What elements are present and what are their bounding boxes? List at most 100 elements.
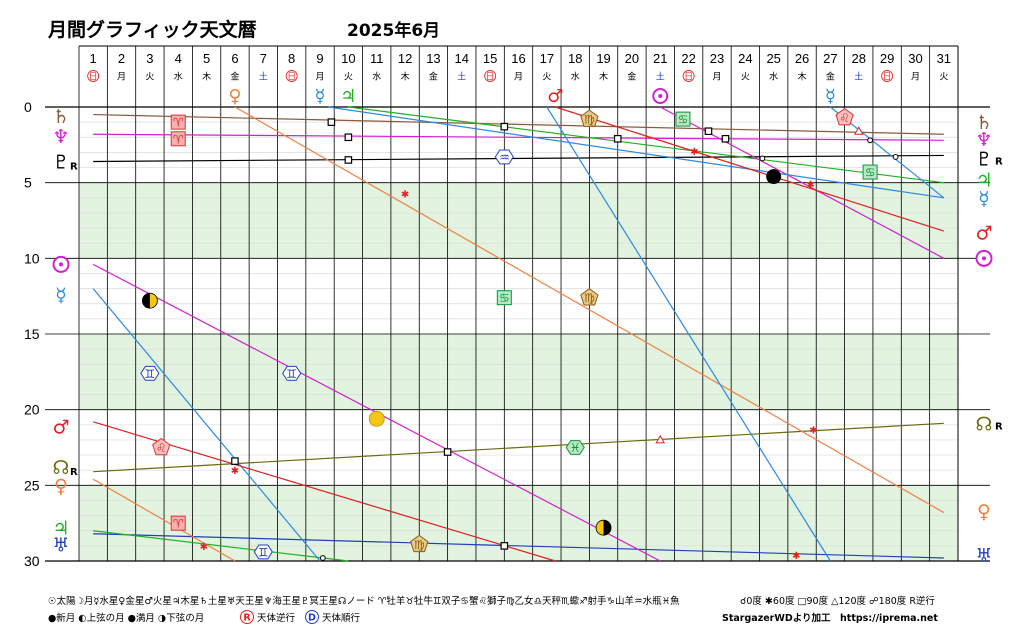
ingress-glyph-icon: ♀ bbox=[228, 86, 241, 107]
ingress-markers: ♀ ☿ ♃ ♂ ☿ bbox=[228, 86, 836, 107]
ingress-glyph-icon: ♃ bbox=[340, 86, 356, 107]
sign-marker-bg bbox=[565, 440, 585, 455]
weekday-label: 月 bbox=[316, 72, 325, 83]
day-number: 5 bbox=[203, 51, 210, 66]
day-number: 12 bbox=[398, 51, 412, 66]
weekday-label: 水 bbox=[174, 71, 183, 83]
planet-glyph-icon: ♄ bbox=[52, 106, 69, 128]
day-number: 28 bbox=[852, 51, 866, 66]
y-tick-label: 25 bbox=[24, 477, 40, 493]
day-number: 30 bbox=[908, 51, 922, 66]
aspect-opposition-icon bbox=[867, 137, 873, 144]
planet-glyph-icon: ♄ bbox=[975, 112, 992, 134]
planet-line-木星 bbox=[348, 106, 944, 184]
y-tick-label: 15 bbox=[24, 326, 40, 342]
day-number: 7 bbox=[260, 51, 267, 66]
day-number: 13 bbox=[426, 51, 440, 66]
day-header: 1 日 2 月 3 火 4 水 5 木 6 金 7 土 8 日 9 月 10 火 11 水 12 木 13 金 14 土 15 日 16 月 1… bbox=[87, 51, 951, 83]
day-number: 24 bbox=[738, 51, 752, 66]
shaded-band bbox=[79, 182, 958, 259]
planet-glyph-icon: ♂ bbox=[52, 416, 69, 438]
aspect-sextile-icon: ✱ bbox=[231, 466, 239, 477]
sign-marker-bg bbox=[580, 109, 599, 127]
sign-marker-bg bbox=[170, 515, 186, 531]
ingress-glyph-icon: ♂ bbox=[547, 86, 563, 107]
day-number: 21 bbox=[653, 51, 667, 66]
weekday-label: 土 bbox=[259, 71, 268, 83]
weekday-label: 水 bbox=[571, 71, 580, 83]
day-number: 23 bbox=[710, 51, 724, 66]
sign-glyph-icon: ♍ bbox=[414, 538, 425, 552]
sign-glyph-icon: ♌ bbox=[839, 111, 850, 125]
aspect-square-icon bbox=[500, 542, 509, 550]
grid-lines bbox=[45, 45, 990, 562]
planet-glyph-icon: ♃ bbox=[52, 518, 69, 540]
aspect-square-icon bbox=[721, 134, 730, 143]
aspect-sextile-icon: ✱ bbox=[792, 551, 800, 562]
aspect-opposition-icon bbox=[892, 154, 899, 160]
sign-marker-bg bbox=[675, 111, 691, 127]
day-number: 1 bbox=[90, 51, 97, 66]
planet-glyph-icon: ☿ bbox=[55, 285, 67, 307]
aspect-square-icon bbox=[344, 133, 353, 142]
legend-retro: 天体逆行 bbox=[257, 612, 296, 624]
retro-marker: R bbox=[995, 421, 1003, 432]
weekday-label: 金 bbox=[230, 71, 239, 83]
planet-glyph-icon: ♅ bbox=[975, 545, 992, 567]
day-number: 4 bbox=[175, 51, 182, 66]
sign-marker-bg bbox=[835, 107, 854, 126]
weekday-label: 日 bbox=[684, 72, 693, 83]
aspect-square-icon bbox=[443, 448, 452, 456]
planet-line-海王星 bbox=[93, 133, 944, 141]
sign-glyph-icon: ♋ bbox=[678, 113, 689, 127]
sign-glyph-icon: ♊ bbox=[286, 367, 297, 381]
day-number: 16 bbox=[511, 51, 525, 66]
aspect-sextile-icon: ✱ bbox=[806, 180, 814, 191]
chart-title: 月間グラフィック天文暦 bbox=[47, 18, 257, 41]
retro-marker: R bbox=[70, 467, 78, 478]
day-number: 18 bbox=[568, 51, 582, 66]
sign-marker-bg bbox=[253, 544, 273, 560]
aspect-square-icon bbox=[344, 156, 353, 164]
day-number: 6 bbox=[231, 51, 238, 66]
planet-line-金星 bbox=[92, 478, 236, 562]
weekday-label: 日 bbox=[883, 72, 892, 83]
weekday-label: 金 bbox=[429, 71, 438, 83]
day-number: 19 bbox=[596, 51, 610, 66]
weekday-label: 火 bbox=[542, 72, 551, 83]
aspect-sextile-icon: ✱ bbox=[690, 147, 698, 158]
sign-marker-bg bbox=[152, 437, 171, 456]
sign-marker-bg bbox=[170, 114, 186, 130]
right-planet-labels: ♄♆♇ R♃☿♂☊ R♀♅ bbox=[975, 112, 1003, 567]
planet-glyph-icon: ☊ bbox=[976, 413, 993, 435]
left-planet-labels: ♄♆♇ R☿♂☊ R♀♃♅ bbox=[52, 106, 78, 556]
sign-glyph-icon: ♈ bbox=[173, 116, 184, 130]
planet-line-水星 bbox=[92, 288, 321, 562]
planet-glyph-icon: ♆ bbox=[52, 126, 69, 148]
sign-glyph-icon: ♍ bbox=[584, 291, 595, 305]
y-tick-label: 0 bbox=[24, 99, 32, 115]
planet-line-月 bbox=[546, 106, 831, 562]
weekday-label: 木 bbox=[599, 71, 608, 83]
planet-glyph-icon: ♆ bbox=[975, 129, 992, 151]
legend-phases: ●新月 ◐上弦の月 ●満月 ◑下弦の月 bbox=[48, 612, 204, 624]
sign-marker-bg bbox=[580, 288, 599, 306]
planet-glyph-icon: ♇ bbox=[975, 148, 992, 170]
ingress-glyph-icon: ☿ bbox=[825, 86, 836, 107]
sign-marker-bg bbox=[494, 149, 514, 165]
sunday-circle-icon bbox=[881, 70, 894, 82]
legend-direct: 天体順行 bbox=[322, 612, 361, 624]
retro-mark-icon bbox=[240, 610, 254, 624]
sun-icon-dot bbox=[59, 262, 63, 267]
sign-glyph-icon: ♈ bbox=[173, 517, 184, 531]
planet-line-木星 bbox=[93, 530, 349, 562]
ingress-glyph-icon: ☿ bbox=[314, 86, 325, 107]
aspect-square-icon bbox=[231, 457, 239, 465]
weekday-label: 土 bbox=[457, 71, 466, 83]
day-number: 11 bbox=[370, 51, 384, 66]
day-number: 27 bbox=[823, 51, 837, 66]
day-number: 2 bbox=[118, 51, 125, 66]
sunday-circle-icon bbox=[285, 70, 298, 82]
direct-mark-letter: D bbox=[308, 613, 316, 624]
